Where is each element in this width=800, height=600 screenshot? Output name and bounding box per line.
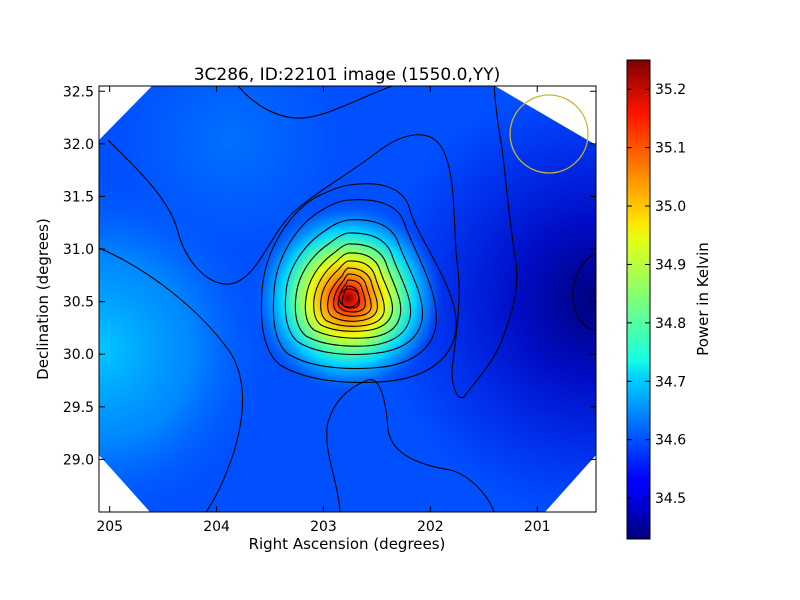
contour-line [294,232,412,347]
contour-line [237,86,393,119]
axes-frame [98,85,597,513]
x-axis-ticks: 205 204 203 202 201 [96,86,551,535]
contour-line [333,273,372,317]
beam-circle [509,94,589,174]
x-tick-label: 201 [524,519,551,535]
contour-line [320,260,385,327]
colorbar-tick-label: 34.7 [655,374,686,390]
contour-line [272,199,437,370]
x-tick-label: 205 [96,519,123,535]
contour-line [327,267,378,322]
y-tick-label: 29.5 [63,400,94,416]
contours [99,86,596,512]
y-axis-ticks: 32.5 32.0 31.5 31.0 30.5 30.0 29.5 29.0 [63,84,596,468]
colorbar-ticks: 34.5 34.6 34.7 34.8 34.9 35.0 35.1 35.2 [627,82,686,507]
x-axis-label: Right Ascension (degrees) [249,535,446,553]
contour-line [337,279,366,313]
y-axis-label: Declination (degrees) [34,218,52,380]
y-tick-label: 32.0 [63,137,94,153]
y-tick-label: 29.0 [63,452,94,468]
contour-line [260,183,457,384]
contour-line [304,243,402,339]
contour-line [572,252,596,331]
colorbar-tick-label: 35.1 [655,141,686,157]
colorbar-tick-label: 35.0 [655,199,686,215]
colorbar-label: Power in Kelvin [694,242,712,356]
contour-line [99,247,243,512]
x-tick-label: 202 [417,519,444,535]
colorbar-tick-label: 34.6 [655,433,686,449]
contour-line [107,86,518,399]
chart-title: 3C286, ID:22101 image (1550.0,YY) [194,65,501,85]
y-tick-label: 32.5 [63,84,94,100]
contour-line [313,252,394,332]
peak-contours [260,183,457,384]
heatmap [99,86,596,512]
contour-line [284,219,424,355]
x-tick-label: 203 [310,519,337,535]
colorbar-tick-label: 34.9 [655,257,686,273]
y-tick-label: 30.0 [63,347,94,363]
colorbar-tick-label: 34.8 [655,316,686,332]
contour-line [338,288,360,308]
colorbar-tick-label: 35.2 [655,82,686,98]
colorbar-tick-label: 34.5 [655,491,686,507]
colorbar-gradient [626,59,651,540]
x-tick-label: 204 [203,519,230,535]
contour-line [326,379,495,512]
y-tick-label: 31.5 [63,189,94,205]
colorbar: 34.5 34.6 34.7 34.8 34.9 35.0 35.1 35.2 Power i… [626,59,712,540]
y-tick-label: 30.5 [63,295,94,311]
y-tick-label: 31.0 [63,242,94,258]
